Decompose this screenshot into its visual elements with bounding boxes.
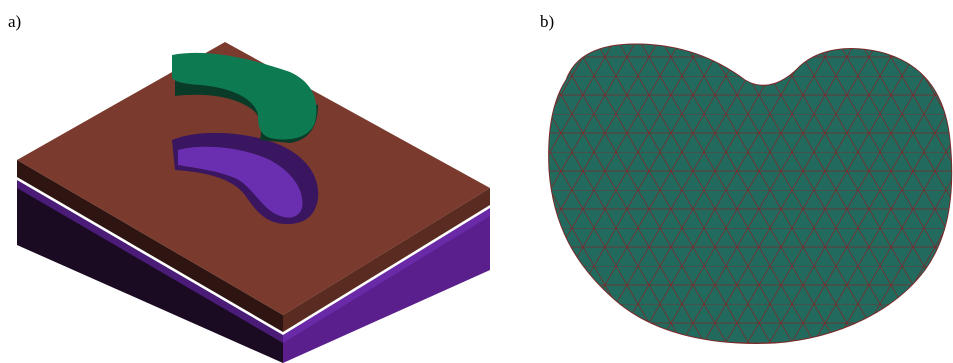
panel-label: a) (8, 12, 21, 31)
figure: a) b) (0, 0, 953, 363)
panel-a-model (17, 42, 490, 363)
panel-b-mesh (540, 40, 953, 350)
panel-label: b) (540, 12, 554, 31)
